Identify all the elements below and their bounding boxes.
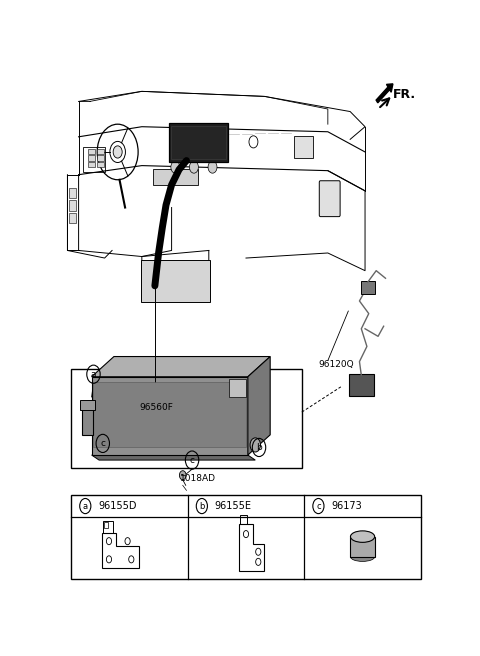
Text: c: c [316, 502, 321, 510]
Polygon shape [248, 357, 270, 455]
Text: 96155D: 96155D [98, 501, 136, 511]
FancyArrow shape [376, 84, 393, 103]
FancyBboxPatch shape [294, 136, 313, 157]
FancyBboxPatch shape [69, 213, 76, 223]
FancyBboxPatch shape [87, 150, 95, 155]
Bar [104, 522, 108, 527]
Text: 96560F: 96560F [140, 403, 174, 412]
Bar [81, 400, 95, 409]
Text: c: c [100, 439, 105, 448]
Text: FR.: FR. [393, 88, 416, 101]
FancyBboxPatch shape [319, 181, 340, 216]
FancyBboxPatch shape [169, 123, 228, 161]
Text: b: b [199, 502, 204, 510]
FancyBboxPatch shape [97, 155, 104, 161]
FancyBboxPatch shape [87, 161, 95, 167]
Bar [71, 369, 302, 468]
Circle shape [250, 438, 261, 452]
Text: 96120Q: 96120Q [319, 360, 354, 369]
Bar [94, 382, 246, 447]
FancyBboxPatch shape [171, 126, 226, 159]
FancyBboxPatch shape [97, 161, 104, 167]
Bar [71, 495, 421, 579]
FancyBboxPatch shape [69, 188, 76, 198]
Bar [103, 522, 113, 533]
FancyBboxPatch shape [153, 169, 198, 185]
Circle shape [113, 146, 122, 158]
Text: a: a [83, 502, 88, 510]
FancyBboxPatch shape [87, 155, 95, 161]
Text: 96155E: 96155E [215, 501, 252, 511]
Circle shape [171, 161, 180, 173]
Bar [83, 405, 94, 435]
Text: b: b [256, 443, 262, 452]
FancyBboxPatch shape [360, 281, 375, 295]
Polygon shape [92, 455, 255, 460]
Bar [92, 377, 248, 455]
Text: a: a [91, 370, 96, 379]
Bar [240, 515, 247, 524]
FancyBboxPatch shape [69, 201, 76, 211]
Bar [350, 537, 375, 557]
Bar [229, 379, 246, 397]
Text: c: c [190, 455, 194, 464]
Circle shape [190, 161, 198, 173]
Circle shape [208, 161, 217, 173]
FancyBboxPatch shape [349, 374, 373, 396]
FancyBboxPatch shape [97, 150, 104, 155]
Ellipse shape [350, 531, 375, 543]
Polygon shape [92, 357, 270, 377]
FancyBboxPatch shape [141, 260, 210, 302]
Ellipse shape [350, 552, 375, 562]
Text: 96173: 96173 [331, 501, 362, 511]
Text: 1018AD: 1018AD [180, 474, 216, 483]
Circle shape [180, 471, 186, 480]
